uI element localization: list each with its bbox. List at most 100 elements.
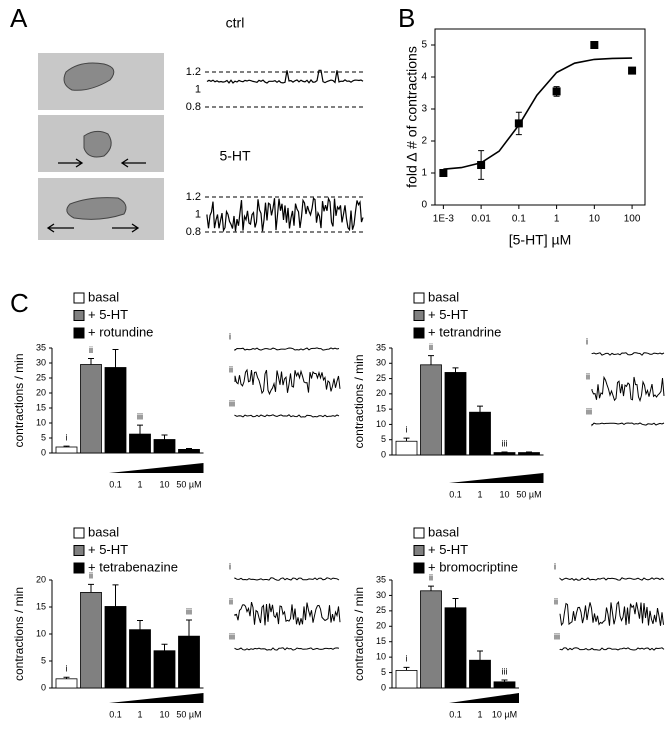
bar (80, 364, 102, 454)
x-tick-label: 0.1 (449, 489, 462, 499)
error-bar (186, 619, 192, 637)
bar-label: iii (186, 606, 192, 616)
y-tick-label: 30 (36, 357, 46, 367)
x-tick-label: 0.1 (109, 709, 122, 719)
bar (104, 367, 127, 454)
x-tick-label: 50 µM (516, 489, 541, 499)
y-tick-label: 5 (41, 655, 46, 665)
bar (129, 433, 151, 454)
x-tick-label: 50 µM (176, 709, 201, 719)
legend-swatch (413, 562, 425, 574)
y-tick-label: 20 (36, 574, 46, 584)
legend-swatch (73, 292, 85, 304)
y-axis-label: contractions / min (12, 353, 26, 447)
bar (420, 364, 442, 456)
trace-label: i (586, 336, 588, 346)
bar (469, 659, 491, 689)
legend-label: basal (428, 524, 459, 539)
y-tick-label: 35 (376, 574, 386, 584)
y-tick-label: 10 (376, 419, 386, 429)
legend-label: + 5-HT (428, 542, 468, 557)
bar-label: ii (429, 342, 433, 352)
dose-wedge (109, 693, 204, 703)
bar (178, 635, 200, 689)
x-tick-label: 0.1 (512, 214, 526, 225)
bar (469, 411, 491, 456)
y-axis-label: contractions / min (352, 354, 366, 448)
legend-label: + 5-HT (428, 307, 468, 322)
trace-label: i (229, 561, 231, 571)
y-tick-label: 5 (381, 434, 386, 444)
y-tick-label: 5 (41, 432, 46, 442)
error-bar (428, 355, 434, 365)
legend-label: + tetrandrine (428, 324, 501, 339)
bar (444, 607, 467, 689)
trace (206, 196, 364, 233)
x-tick-label: 10 (499, 489, 509, 499)
y-tick-label: 10 (36, 417, 46, 427)
bar-label: iii (137, 411, 143, 421)
bar (55, 446, 78, 454)
trace-label: ii (229, 596, 233, 606)
bar-label: iii (502, 438, 508, 448)
y-tick-label: 4 (421, 72, 427, 83)
error-bar (112, 349, 119, 368)
x-tick-label: 100 (624, 214, 641, 225)
legend-swatch (73, 527, 85, 539)
bar-label: ii (89, 571, 93, 581)
x-tick-label: 50 µM (176, 479, 201, 489)
legend-swatch (413, 310, 425, 321)
bar-label: i (66, 432, 68, 442)
error-bar (403, 666, 410, 671)
x-tick-label: 1 (554, 214, 560, 225)
y-tick-label: 35 (376, 342, 386, 352)
bar-label: i (66, 664, 68, 674)
y-tick-label: 10 (36, 628, 46, 638)
trace (559, 600, 664, 627)
y-tick-label: 0.8 (186, 101, 201, 113)
error-bar (137, 620, 143, 630)
x-axis-label: [5-HT] µM (509, 232, 572, 248)
y-tick-label: 15 (376, 404, 386, 414)
trace-label: iii (229, 398, 235, 408)
y-tick-label: 25 (36, 372, 46, 382)
y-tick-label: 0 (381, 449, 386, 459)
x-tick-label: 1 (137, 479, 142, 489)
panel-label: A (10, 3, 28, 33)
y-tick-label: 0 (381, 682, 386, 692)
bar-label: iii (502, 666, 508, 676)
trace-title: 5-HT (219, 148, 251, 164)
cell-photos (38, 53, 164, 240)
y-tick-label: 1 (195, 83, 201, 95)
bar (395, 670, 418, 689)
bar (444, 372, 467, 456)
y-tick-label: 3 (421, 104, 427, 115)
trace-label: iii (554, 631, 560, 641)
legend-label: + tetrabenazine (88, 559, 178, 574)
trace (234, 347, 340, 352)
legend-label: + bromocriptine (428, 559, 518, 574)
legend-label: basal (88, 289, 119, 304)
x-tick-label: 0.1 (109, 479, 122, 489)
y-tick-label: 25 (376, 373, 386, 383)
panel-label: B (398, 3, 415, 33)
y-tick-label: 20 (36, 387, 46, 397)
trace-label: ii (229, 364, 233, 374)
y-tick-label: 5 (381, 667, 386, 677)
x-tick-label: 0.1 (449, 709, 462, 719)
y-tick-label: 25 (376, 605, 386, 615)
trace (234, 647, 340, 651)
dose-wedge (449, 693, 519, 703)
legend-swatch (413, 292, 425, 304)
bar (129, 629, 151, 689)
error-bar (161, 434, 168, 440)
x-tick-label: 1 (477, 709, 482, 719)
legend-swatch (73, 545, 85, 556)
trace (559, 577, 665, 581)
trace-label: ii (586, 371, 590, 381)
y-tick-label: 20 (376, 621, 386, 631)
fit-curve (443, 57, 633, 170)
x-tick-label: 0.01 (471, 214, 491, 225)
x-tick-label: 10 (159, 479, 169, 489)
bar (178, 448, 200, 454)
